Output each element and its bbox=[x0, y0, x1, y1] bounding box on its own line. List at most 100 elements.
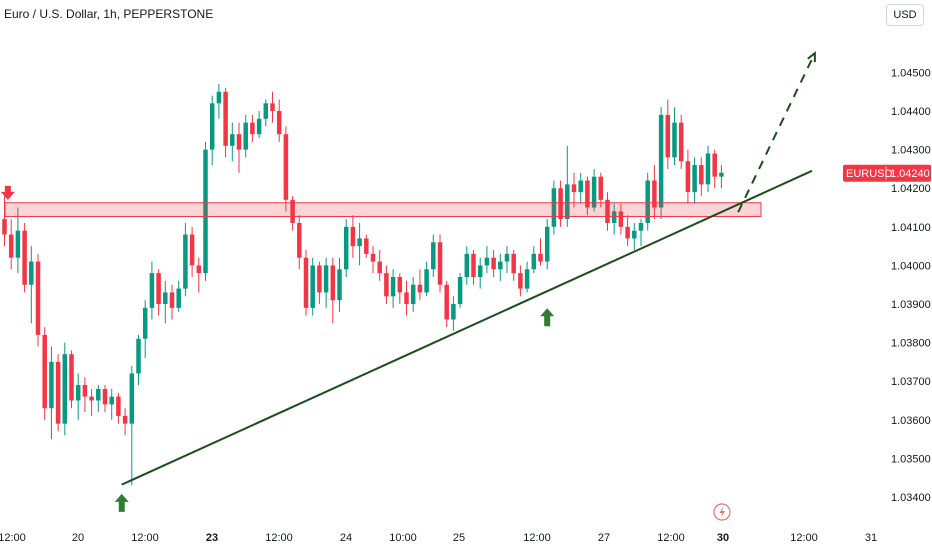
candle-body bbox=[437, 242, 443, 285]
time-tick-label: 10:00 bbox=[389, 532, 417, 544]
time-tick-label: 25 bbox=[453, 532, 465, 544]
lightning-icon-ring bbox=[713, 503, 731, 521]
currency-button[interactable]: USD bbox=[886, 4, 924, 26]
price-tick-label: 1.04400 bbox=[891, 106, 931, 118]
candle-body bbox=[230, 134, 235, 146]
candle-body bbox=[343, 226, 349, 270]
candle-body bbox=[625, 226, 630, 239]
replay-icon-layer[interactable] bbox=[713, 503, 731, 521]
candle bbox=[136, 334, 141, 386]
candle-body bbox=[42, 334, 47, 409]
candle-body bbox=[203, 149, 208, 274]
resistance-zone-layer bbox=[4, 202, 762, 218]
candle bbox=[498, 253, 503, 281]
candle bbox=[437, 234, 443, 293]
candle bbox=[62, 342, 68, 436]
candle-body bbox=[290, 199, 295, 223]
candle bbox=[417, 269, 423, 301]
candle-body bbox=[129, 373, 135, 424]
candle bbox=[565, 145, 570, 227]
candle-body bbox=[323, 265, 329, 293]
candle-body bbox=[236, 134, 242, 150]
candle-body bbox=[457, 277, 463, 305]
candle-body bbox=[611, 211, 617, 223]
candle-body bbox=[102, 388, 108, 405]
candle bbox=[665, 99, 671, 169]
price-axis[interactable]: 1.03400 1.03500 1.03600 1.03700 1.03800 1.039… bbox=[891, 67, 931, 504]
candle-body bbox=[55, 361, 61, 424]
down-arrow-icon bbox=[0, 185, 15, 200]
projection-arrow-head bbox=[807, 51, 816, 63]
candle-body bbox=[62, 354, 68, 424]
candle bbox=[22, 222, 27, 293]
candle-body bbox=[410, 284, 416, 305]
candle bbox=[685, 149, 691, 204]
candle bbox=[471, 249, 476, 285]
drawing-layer bbox=[121, 51, 816, 486]
candle bbox=[424, 261, 429, 297]
candle-body bbox=[632, 230, 637, 239]
candle-body bbox=[719, 172, 724, 177]
candle-body bbox=[491, 257, 496, 270]
candle-body bbox=[8, 234, 14, 258]
candle bbox=[276, 99, 282, 142]
candle bbox=[645, 172, 650, 231]
candle-body bbox=[638, 222, 644, 231]
candle-body bbox=[116, 396, 121, 416]
candle bbox=[129, 365, 135, 486]
candle-body bbox=[15, 230, 21, 258]
candle bbox=[357, 222, 362, 266]
candle bbox=[149, 261, 155, 320]
candle-body bbox=[169, 292, 175, 308]
candle bbox=[243, 114, 248, 158]
candle-body bbox=[464, 253, 470, 277]
candle bbox=[699, 157, 704, 196]
candle-body bbox=[692, 165, 697, 193]
candle-body bbox=[712, 153, 717, 177]
candle-body bbox=[484, 257, 490, 266]
candle bbox=[712, 149, 717, 189]
support-trendline[interactable] bbox=[121, 169, 813, 486]
candle-body bbox=[310, 265, 315, 308]
candle-body bbox=[35, 261, 41, 335]
candle bbox=[89, 388, 94, 416]
candle-body bbox=[136, 338, 141, 374]
price-tick-label: 1.03800 bbox=[891, 338, 931, 350]
candle-body bbox=[223, 91, 228, 146]
price-tick-label: 1.04100 bbox=[891, 222, 931, 234]
candle-body bbox=[330, 265, 336, 301]
time-tick-label: 12:00 bbox=[523, 532, 551, 544]
candle bbox=[42, 327, 47, 420]
candle-body bbox=[699, 165, 704, 185]
candle-body bbox=[142, 307, 148, 339]
lightning-icon[interactable] bbox=[713, 503, 731, 521]
candle-body bbox=[571, 184, 577, 193]
candle bbox=[75, 373, 81, 420]
candle bbox=[538, 238, 543, 266]
candle bbox=[310, 257, 315, 316]
candle bbox=[250, 114, 255, 142]
candle-body bbox=[283, 134, 289, 200]
candle bbox=[672, 107, 677, 166]
time-axis[interactable]: 12:00 20 12:00 23 12:00 24 10:00 25 12:00 27 12:00… bbox=[0, 532, 877, 544]
resistance-zone[interactable] bbox=[4, 202, 762, 218]
candle bbox=[96, 385, 101, 413]
candle-body bbox=[250, 122, 255, 135]
candle bbox=[223, 87, 228, 158]
projection-arrow-line[interactable] bbox=[737, 52, 816, 213]
candle bbox=[142, 300, 148, 359]
candle-body bbox=[176, 288, 181, 308]
candle bbox=[82, 377, 88, 413]
time-tick-label: 24 bbox=[340, 532, 352, 544]
candle bbox=[203, 141, 208, 281]
candle-body bbox=[531, 253, 537, 270]
price-tick-label: 1.04200 bbox=[891, 183, 931, 195]
candle-body bbox=[658, 114, 664, 208]
candle-body bbox=[276, 111, 282, 135]
candle-body bbox=[665, 114, 671, 158]
candle-body bbox=[2, 219, 7, 235]
time-tick-label: 12:00 bbox=[131, 532, 159, 544]
candle bbox=[591, 168, 597, 212]
candle-body bbox=[183, 234, 188, 289]
